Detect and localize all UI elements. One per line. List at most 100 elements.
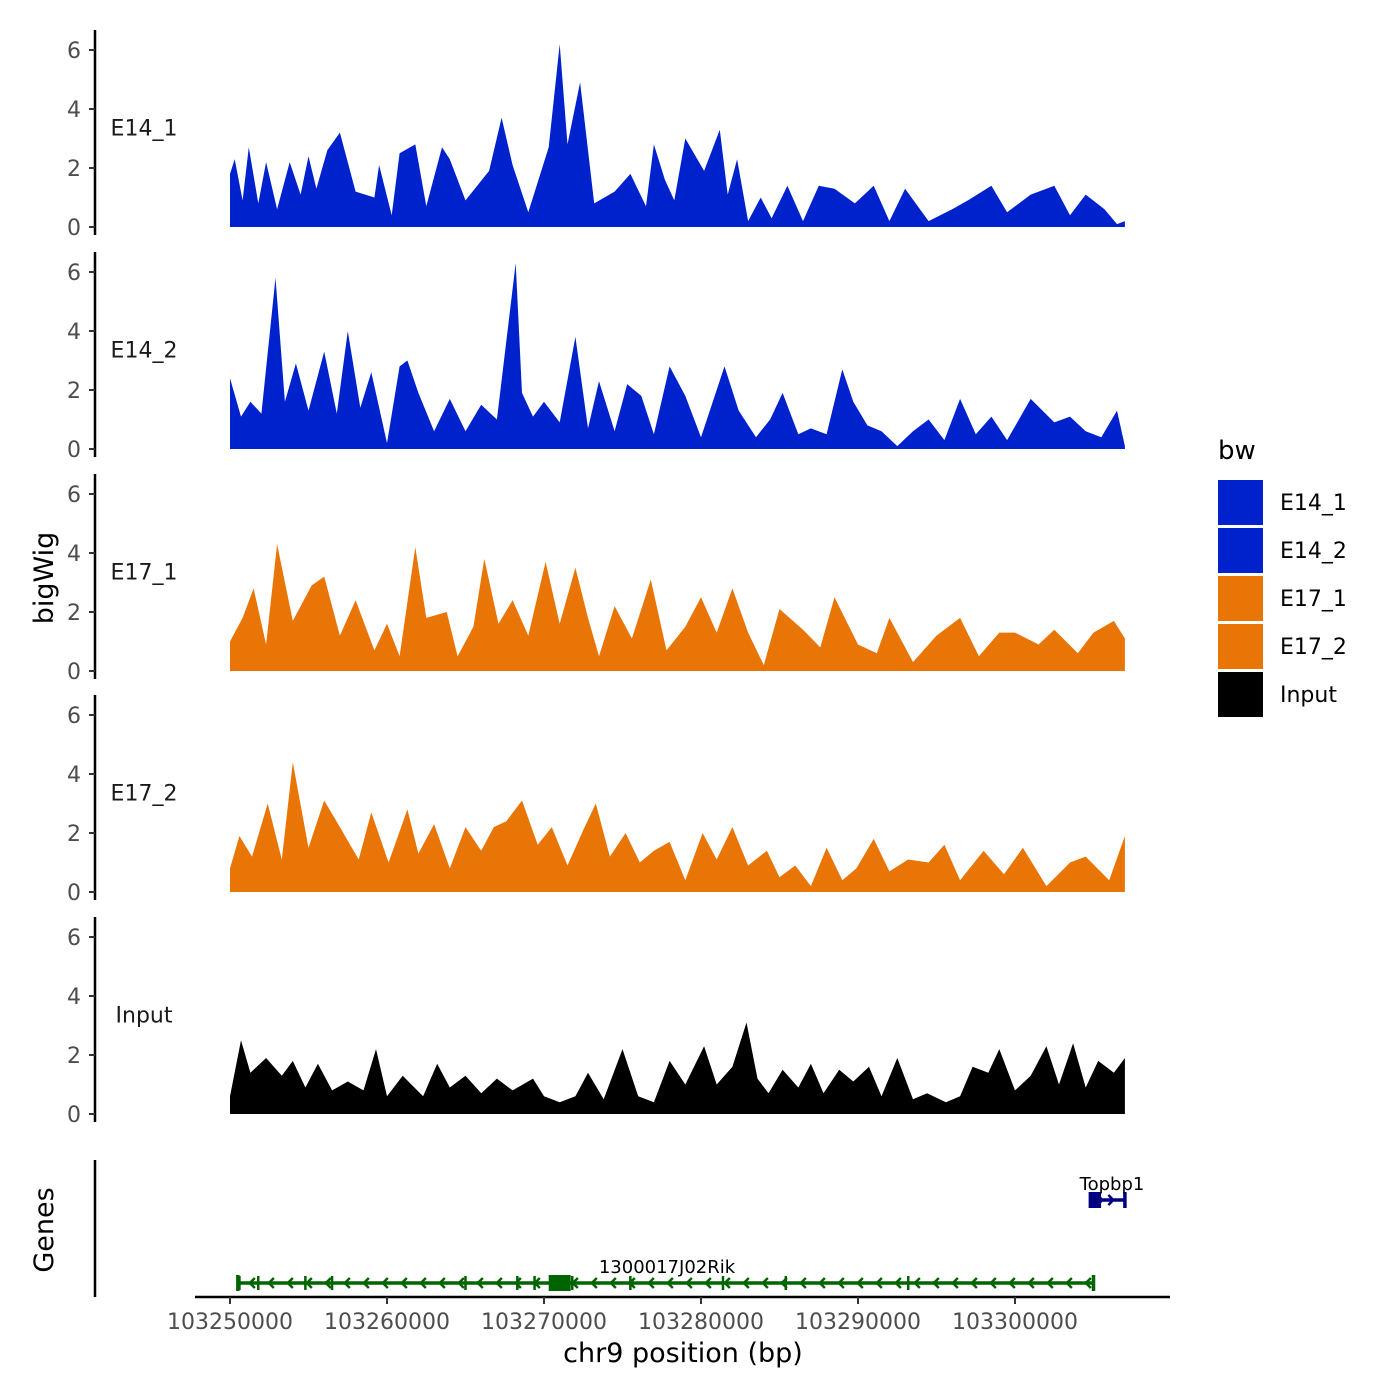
strand-chevron: [951, 1277, 959, 1289]
strand-chevron: [1107, 1194, 1116, 1206]
track-label: E17_2: [111, 782, 178, 807]
track-label: E17_1: [111, 561, 178, 586]
coverage-area: [230, 263, 1125, 449]
strand-chevron: [248, 1277, 256, 1289]
y-tick-label: 6: [67, 39, 81, 64]
strand-chevron: [989, 1277, 997, 1289]
legend-entry-input: Input: [1218, 672, 1337, 717]
legend-entry-e17-2: E17_2: [1218, 624, 1347, 669]
track-e17-1: 0 2 4 6 E17_1: [67, 474, 1125, 685]
strand-chevron: [1084, 1277, 1092, 1289]
track-input: 0 2 4 6 Input: [67, 917, 1125, 1128]
strand-chevron: [343, 1277, 351, 1289]
strand-chevron: [685, 1277, 693, 1289]
strand-chevron: [457, 1277, 465, 1289]
strand-chevron: [267, 1277, 275, 1289]
strand-chevron: [438, 1277, 446, 1289]
legend-entry-e14-1: E14_1: [1218, 480, 1347, 525]
strand-chevron: [381, 1277, 389, 1289]
gene-1300017j02rik: 1300017J02Rik: [236, 1257, 1096, 1291]
strand-chevron: [723, 1277, 731, 1289]
legend: bw E14_1 E14_2 E17_1 E17_2 Input: [1218, 436, 1347, 717]
gene-panel: 1300017J02Rik Topbp1: [93, 1160, 1145, 1297]
strand-chevron: [286, 1277, 294, 1289]
track-e14-1: 0 2 4 6 E14_1: [67, 30, 1125, 241]
y-tick-label: 4: [67, 542, 81, 567]
legend-swatch: [1218, 672, 1263, 717]
coverage-area: [230, 544, 1125, 671]
x-tick-label: 103260000: [324, 1310, 450, 1335]
legend-label: E17_1: [1280, 587, 1347, 612]
y-tick-label: 2: [67, 379, 81, 404]
y-tick-label: 4: [67, 985, 81, 1010]
strand-chevron: [704, 1277, 712, 1289]
y-tick-label: 4: [67, 763, 81, 788]
y-tick-label: 6: [67, 483, 81, 508]
y-tick-label: 6: [67, 261, 81, 286]
y-axis-title: bigWig: [29, 532, 60, 625]
strand-chevron: [324, 1277, 332, 1289]
strand-chevron: [362, 1277, 370, 1289]
legend-title: bw: [1218, 436, 1256, 466]
legend-swatch: [1218, 624, 1263, 669]
y-tick-label: 6: [67, 704, 81, 729]
strand-chevron: [818, 1277, 826, 1289]
legend-label: E17_2: [1280, 635, 1347, 660]
legend-swatch: [1218, 480, 1263, 525]
strand-chevron: [742, 1277, 750, 1289]
strand-chevron: [856, 1277, 864, 1289]
strand-chevron: [514, 1277, 522, 1289]
coverage-area: [230, 762, 1125, 892]
track-label: E14_2: [111, 339, 178, 364]
strand-chevron: [761, 1277, 769, 1289]
y-tick-label: 2: [67, 1044, 81, 1069]
gene-topbp1: Topbp1: [1079, 1174, 1145, 1208]
strand-chevron: [590, 1277, 598, 1289]
gene-name-label: Topbp1: [1079, 1174, 1145, 1195]
strand-chevron: [932, 1277, 940, 1289]
legend-entry-e17-1: E17_1: [1218, 576, 1347, 621]
coverage-area: [230, 44, 1125, 227]
y-tick-label: 0: [67, 216, 81, 241]
legend-label: E14_2: [1280, 539, 1347, 564]
track-e17-2: 0 2 4 6 E17_2: [67, 695, 1125, 906]
x-axis: 103250000 103260000 103270000 103280000 1032…: [167, 1295, 1170, 1335]
strand-chevron: [1046, 1277, 1054, 1289]
strand-chevron: [666, 1277, 674, 1289]
x-tick-label: 103270000: [481, 1310, 607, 1335]
strand-chevron: [875, 1277, 883, 1289]
strand-chevron: [1008, 1277, 1016, 1289]
x-tick-label: 103290000: [795, 1310, 921, 1335]
strand-chevron: [970, 1277, 978, 1289]
coverage-area: [230, 1022, 1125, 1114]
y-tick-label: 0: [67, 660, 81, 685]
track-panels: 0 2 4 6 E14_1 0 2 4 6 E14_2 0 2 4 6 E17_1 0 2 4 6 E17_2 0 2 4 6…: [67, 30, 1125, 1128]
strand-chevron: [1065, 1277, 1073, 1289]
y-tick-label: 4: [67, 320, 81, 345]
y-tick-label: 6: [67, 926, 81, 951]
y-tick-label: 0: [67, 881, 81, 906]
legend-swatch: [1218, 576, 1263, 621]
y-tick-label: 2: [67, 157, 81, 182]
legend-label: Input: [1280, 683, 1337, 708]
x-axis-title: chr9 position (bp): [563, 1338, 803, 1369]
y-tick-label: 0: [67, 1103, 81, 1128]
genes-axis-title: Genes: [29, 1187, 60, 1272]
track-label: Input: [116, 1004, 173, 1029]
strand-chevron: [894, 1277, 902, 1289]
track-e14-2: 0 2 4 6 E14_2: [67, 252, 1125, 463]
strand-chevron: [913, 1277, 921, 1289]
exon-block: [1089, 1192, 1102, 1208]
strand-chevron: [647, 1277, 655, 1289]
strand-chevron: [609, 1277, 617, 1289]
strand-chevron: [400, 1277, 408, 1289]
strand-chevron: [305, 1277, 313, 1289]
strand-chevron: [495, 1277, 503, 1289]
legend-swatch: [1218, 528, 1263, 573]
y-tick-label: 0: [67, 438, 81, 463]
exon-block: [548, 1275, 571, 1291]
strand-chevron: [1027, 1277, 1035, 1289]
x-tick-label: 103280000: [638, 1310, 764, 1335]
y-tick-label: 2: [67, 822, 81, 847]
